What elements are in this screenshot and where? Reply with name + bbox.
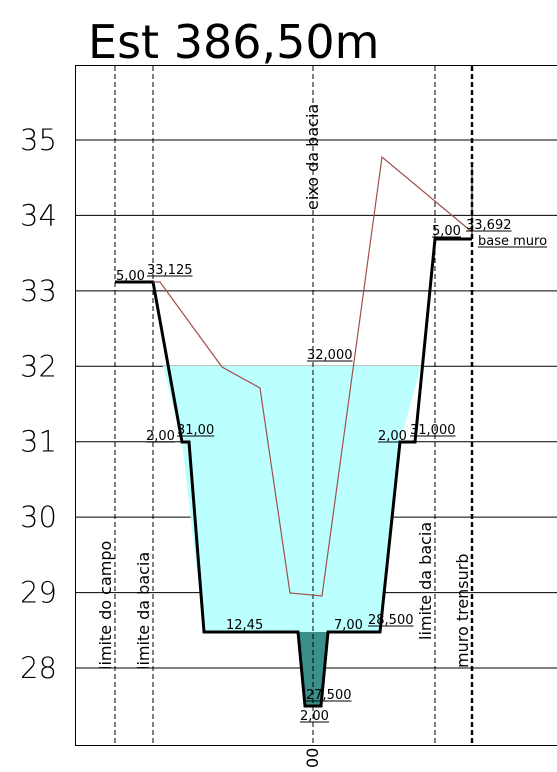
- vertical-label: limite da bacia: [416, 522, 435, 640]
- annotation: 31,00: [177, 423, 214, 438]
- ground-profile: [115, 237, 472, 708]
- vertical-label: eixo da bacia: [303, 104, 322, 210]
- annotation: 33,692: [466, 218, 512, 233]
- annotation: base muro: [478, 234, 547, 249]
- annotation: 5,00: [432, 224, 461, 239]
- vertical-label: limite do campo: [96, 541, 115, 670]
- elevation-label: 29: [20, 576, 57, 610]
- elevation-label: 30: [20, 500, 57, 534]
- annotation: 5,00: [116, 269, 145, 284]
- elevation-label: 28: [20, 651, 57, 685]
- annotation: 7,00: [334, 618, 363, 633]
- elevation-label: 34: [20, 198, 57, 232]
- station-label: 00: [303, 748, 322, 768]
- annotation: 27,500: [306, 688, 352, 703]
- terrain-line: [153, 155, 473, 597]
- annotation: 2,00: [300, 709, 329, 724]
- annotation: 28,500: [368, 613, 414, 628]
- vertical-label: muro trensurb: [453, 553, 472, 668]
- annotation: 2,00: [146, 429, 175, 444]
- elevation-label: 35: [20, 123, 57, 157]
- water: [163, 366, 421, 632]
- elevation-label: 32: [20, 349, 57, 383]
- annotation: 32,000: [307, 348, 353, 363]
- annotation: 2,00: [378, 429, 407, 444]
- vertical-label: limite da bacia: [134, 552, 153, 670]
- elevation-label: 33: [20, 274, 57, 308]
- frame: [75, 65, 557, 746]
- title: Est 386,50m: [88, 15, 379, 69]
- annotation: 31,000: [410, 423, 456, 438]
- elevation-label: 31: [20, 425, 57, 459]
- annotation: 33,125: [147, 263, 193, 278]
- annotation: 12,45: [226, 618, 263, 633]
